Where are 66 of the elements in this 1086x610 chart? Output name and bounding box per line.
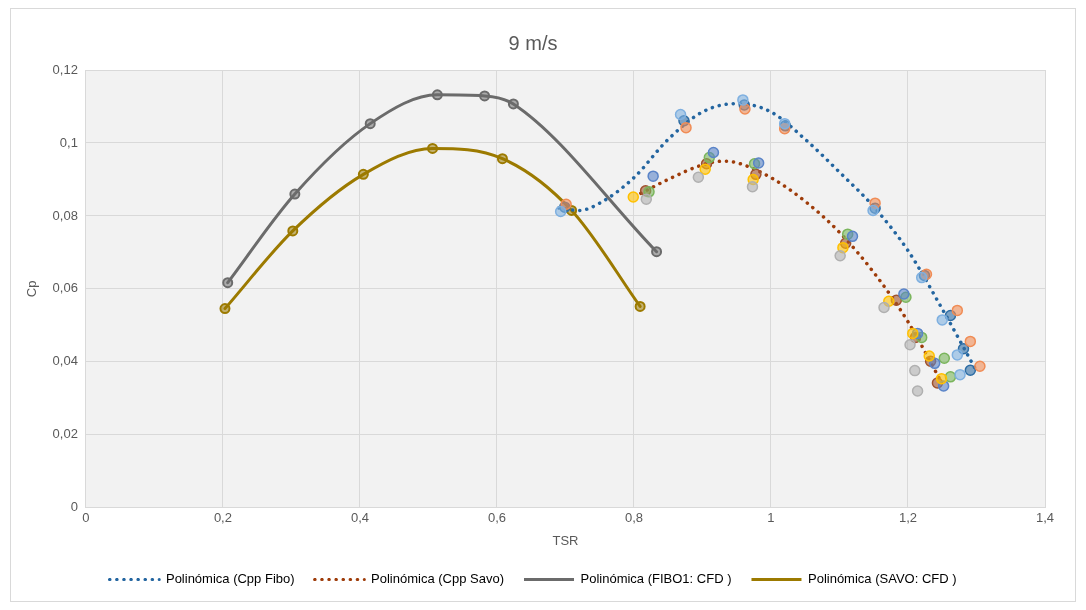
y-axis-title: Cp: [24, 280, 40, 298]
point: [692, 171, 705, 184]
point: [746, 181, 759, 193]
point: [479, 90, 491, 102]
point: [496, 153, 508, 165]
point: [898, 288, 910, 300]
y-tick-label: 0,1: [59, 134, 78, 150]
point: [431, 89, 443, 101]
point: [287, 225, 299, 237]
point: [554, 205, 567, 218]
point: [951, 349, 964, 361]
point: [289, 188, 301, 200]
point: [640, 193, 653, 205]
point: [834, 249, 846, 262]
point: [911, 385, 924, 397]
point: [935, 372, 948, 385]
x-tick-label: 1,4: [1035, 510, 1055, 526]
point: [964, 335, 977, 348]
point: [680, 121, 692, 134]
x-tick-label: 1: [767, 510, 775, 526]
point: [878, 301, 890, 314]
legend-label: Polinómica (SAVO: CFD ): [807, 571, 957, 587]
point: [951, 304, 964, 317]
point: [674, 108, 687, 121]
x-tick-label: 0,6: [487, 510, 506, 526]
point: [699, 163, 711, 175]
point: [364, 118, 376, 130]
x-tick-label: 0,2: [213, 510, 232, 526]
legend-label: Polinómica (FIBO1: CFD ): [580, 571, 732, 587]
y-tick-label: 0,12: [52, 61, 78, 77]
point: [627, 191, 640, 203]
x-tick-label: 0,4: [350, 510, 369, 526]
point: [647, 170, 659, 182]
legend-label: Polinómica (Cpp Fibo): [165, 571, 295, 587]
point: [737, 94, 749, 106]
point: [752, 157, 765, 169]
point: [507, 98, 519, 110]
point: [974, 360, 986, 372]
y-tick-label: 0,06: [52, 280, 78, 296]
point: [904, 338, 916, 351]
x-axis-title: TSR: [552, 532, 579, 548]
point: [909, 364, 921, 377]
point: [651, 246, 663, 258]
point: [954, 368, 966, 381]
x-tick-label: 0: [82, 510, 90, 526]
point: [634, 300, 646, 312]
y-tick-label: 0: [70, 499, 78, 515]
point: [936, 314, 948, 326]
point: [964, 364, 977, 377]
point: [739, 103, 751, 115]
point: [357, 168, 369, 180]
x-tick-label: 0,8: [624, 510, 643, 526]
point: [846, 230, 859, 243]
point: [427, 142, 439, 154]
point: [707, 146, 720, 159]
point: [923, 350, 935, 362]
y-tick-label: 0,04: [52, 353, 78, 369]
x-tick-label: 1,2: [898, 510, 918, 526]
point: [222, 277, 234, 289]
y-tick-label: 0,02: [52, 426, 78, 442]
legend-label: Polinómica (Cpp Savo): [371, 571, 505, 587]
point: [219, 303, 231, 315]
point: [907, 327, 919, 340]
chart-title: 9 m/s: [508, 31, 558, 54]
y-tick-label: 0,08: [52, 207, 78, 223]
point: [938, 352, 951, 364]
